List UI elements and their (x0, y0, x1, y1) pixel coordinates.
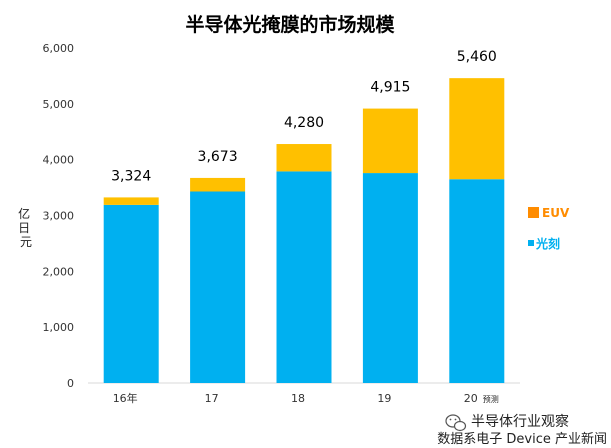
y-axis-label: 亿 日 元 (18, 206, 34, 249)
total-label: 3,673 (198, 149, 238, 165)
bar-euv (449, 78, 505, 180)
bar-euv (362, 108, 418, 174)
total-label: 5,460 (457, 49, 497, 65)
bar-photo (190, 191, 246, 383)
legend-photo-label: 光刻 (535, 236, 560, 251)
wechat-icon (445, 414, 467, 432)
x-axis-ticks: 16年 17 18 19 20 预测 (113, 391, 499, 405)
y-tick-label: 2,000 (43, 265, 75, 278)
x-tick-label: 17 (205, 392, 219, 405)
y-axis-label-char-3: 元 (20, 235, 32, 249)
bars (103, 78, 505, 383)
y-tick-label: 6,000 (43, 42, 75, 55)
x-tick-label: 19 (377, 392, 391, 405)
x-tick-label: 16年 (113, 391, 138, 405)
watermark: 半导体行业观察 (445, 413, 569, 432)
source-note: 数据系电子 Device 产业新闻 (437, 431, 607, 447)
total-label: 4,280 (284, 115, 324, 131)
legend-euv-label: EUV (542, 206, 570, 220)
bar-euv (103, 197, 159, 205)
y-tick-label: 4,000 (43, 154, 75, 167)
y-tick-label: 0 (67, 377, 74, 390)
bar-photo (449, 179, 505, 383)
chart-title: 半导体光掩膜的市场规模 (185, 13, 395, 36)
total-labels: 3,324 3,673 4,280 4,915 5,460 (111, 49, 497, 184)
legend-photo-marker (528, 240, 534, 246)
y-axis-ticks: 0 1,000 2,000 3,000 4,000 5,000 6,000 (43, 42, 75, 390)
y-tick-label: 3,000 (43, 210, 75, 223)
watermark-text: 半导体行业观察 (471, 413, 569, 430)
bar-photo (103, 204, 159, 383)
y-tick-label: 5,000 (43, 98, 75, 111)
bar-euv (276, 144, 332, 172)
total-label: 3,324 (111, 168, 151, 184)
y-axis-label-char-2: 日 (18, 221, 30, 235)
bar-photo (362, 173, 418, 383)
x-tick-note: 预测 (483, 394, 499, 404)
x-tick-label: 20 (464, 392, 478, 405)
total-label: 4,915 (370, 80, 410, 96)
x-tick-label: 18 (291, 392, 305, 405)
bar-euv (190, 177, 246, 192)
y-axis-label-char-1: 亿 (18, 206, 30, 221)
legend-euv-marker (528, 207, 539, 218)
y-tick-label: 1,000 (43, 321, 75, 334)
bar-photo (276, 171, 332, 383)
legend: EUV 光刻 (528, 206, 570, 251)
